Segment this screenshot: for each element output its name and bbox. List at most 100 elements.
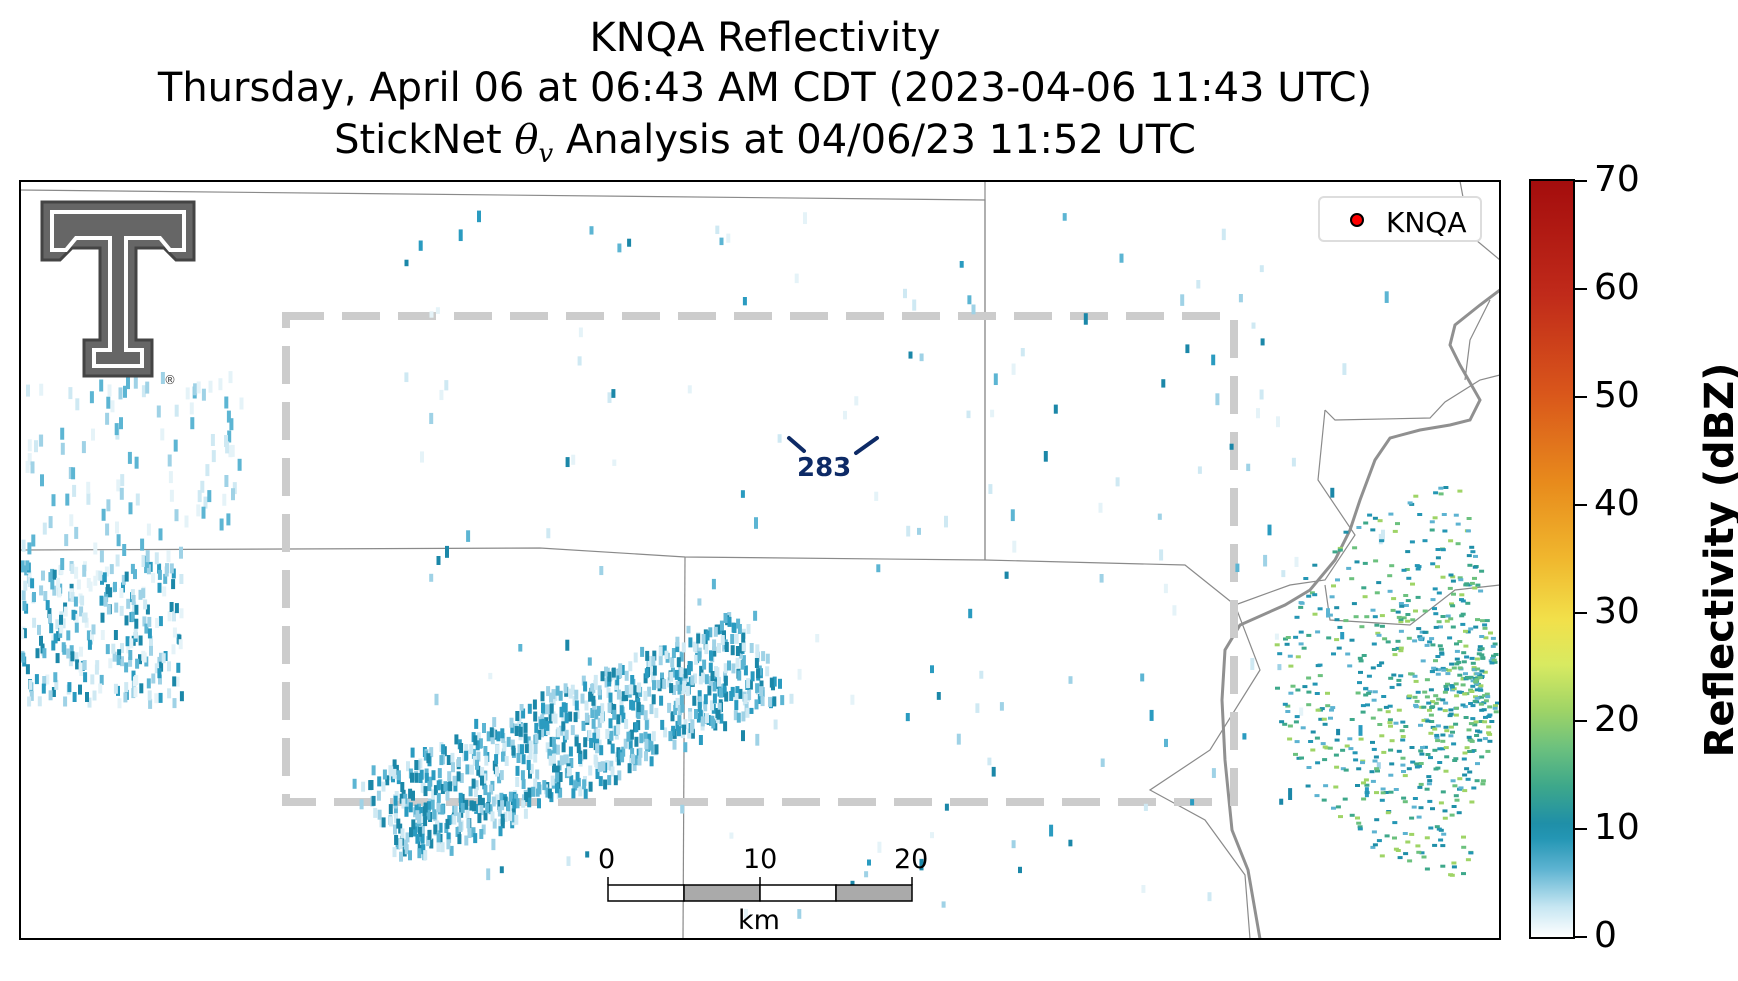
echo-pixel (424, 772, 429, 783)
echo-pixel (120, 656, 124, 667)
echo-pixel (392, 847, 397, 858)
echo-pixel (756, 668, 761, 679)
echo-pixel (754, 517, 758, 529)
echo-pixel (748, 679, 753, 690)
echo-pixel (160, 372, 165, 384)
echo-pixel (1370, 779, 1376, 783)
echo-pixel (410, 772, 414, 783)
echo-pixel (29, 690, 34, 701)
echo-pixel (718, 687, 723, 698)
echo-pixel (79, 606, 84, 617)
echo-pixel (1455, 522, 1461, 526)
echo-pixel (679, 651, 684, 662)
echo-pixel (658, 655, 663, 666)
echo-pixel (389, 766, 394, 777)
echo-pixel (595, 769, 600, 779)
echo-pixel (1161, 379, 1166, 388)
echo-pixel (106, 396, 111, 409)
echo-pixel (1441, 668, 1447, 672)
echo-pixel (237, 458, 242, 471)
echo-pixel (26, 384, 30, 397)
echo-pixel (574, 736, 579, 747)
echo-pixel (1439, 651, 1445, 655)
echo-pixel (1452, 784, 1458, 788)
echo-pixel (411, 790, 415, 801)
echo-pixel (1489, 661, 1495, 664)
echo-pixel (120, 643, 124, 654)
echo-pixel (599, 566, 604, 576)
echo-pixel (550, 775, 555, 786)
echo-pixel (1405, 840, 1411, 844)
echo-pixel (423, 816, 428, 827)
echo-pixel (1390, 608, 1396, 612)
echo-pixel (1443, 486, 1449, 489)
echo-pixel (98, 570, 103, 581)
echo-pixel (533, 752, 538, 763)
echo-pixel (171, 644, 176, 655)
echo-pixel (576, 743, 581, 754)
echo-pixel (123, 385, 127, 398)
echo-pixel (1309, 591, 1315, 595)
echo-pixel (1451, 805, 1457, 808)
scale-label-10: 10 (743, 844, 778, 875)
echo-pixel (1453, 682, 1459, 686)
echo-pixel (63, 606, 68, 617)
echo-pixel (145, 381, 150, 394)
echo-pixel (1426, 782, 1432, 786)
echo-pixel (1334, 738, 1340, 742)
echo-pixel (603, 779, 608, 790)
echo-pixel (617, 770, 622, 781)
echo-pixel (1380, 787, 1386, 791)
echo-pixel (499, 866, 504, 874)
echo-pixel (43, 591, 48, 601)
echo-pixel (231, 488, 235, 501)
echo-pixel (147, 628, 152, 639)
echo-pixel (724, 691, 729, 702)
echo-pixel (1355, 784, 1360, 787)
echo-pixel (474, 780, 479, 791)
echo-pixel (1472, 699, 1478, 703)
echo-pixel (421, 844, 426, 855)
echo-pixel (414, 760, 419, 770)
echo-pixel (561, 716, 566, 726)
echo-pixel (690, 719, 695, 730)
analysis-domain-box (282, 312, 1238, 806)
echo-pixel (1364, 791, 1370, 795)
echo-pixel (1343, 619, 1349, 623)
echo-pixel (1478, 702, 1484, 706)
echo-pixel (1441, 513, 1447, 516)
echo-pixel (488, 804, 493, 815)
echo-pixel (352, 778, 357, 789)
echo-pixel (1379, 624, 1385, 628)
echo-pixel (1402, 832, 1408, 835)
echo-pixel (1429, 706, 1435, 709)
echo-pixel (39, 383, 44, 396)
echo-pixel (1487, 739, 1493, 743)
echo-pixel (445, 545, 449, 558)
echo-pixel (741, 641, 746, 652)
echo-pixel (40, 474, 44, 487)
echo-pixel (1294, 715, 1300, 719)
echo-pixel (1361, 586, 1367, 590)
echo-pixel (621, 691, 626, 702)
analysis-suffix: Analysis at 04/06/23 11:52 UTC (553, 117, 1196, 163)
echo-pixel (1417, 785, 1423, 789)
echo-pixel (594, 709, 599, 720)
echo-pixel (147, 690, 152, 701)
echo-pixel (1466, 735, 1472, 739)
echo-pixel (1287, 724, 1293, 728)
echo-pixel (990, 409, 995, 418)
echo-pixel (559, 725, 563, 736)
echo-pixel (1457, 640, 1463, 643)
echo-pixel (548, 755, 553, 766)
echo-pixel (1343, 530, 1349, 534)
echo-pixel (750, 671, 755, 682)
echo-pixel (49, 623, 54, 634)
echo-pixel (91, 428, 95, 441)
echo-pixel (1479, 653, 1485, 657)
echo-pixel (651, 731, 656, 742)
echo-pixel (1460, 622, 1466, 626)
echo-pixel (503, 796, 508, 807)
echo-pixel (1412, 797, 1418, 800)
